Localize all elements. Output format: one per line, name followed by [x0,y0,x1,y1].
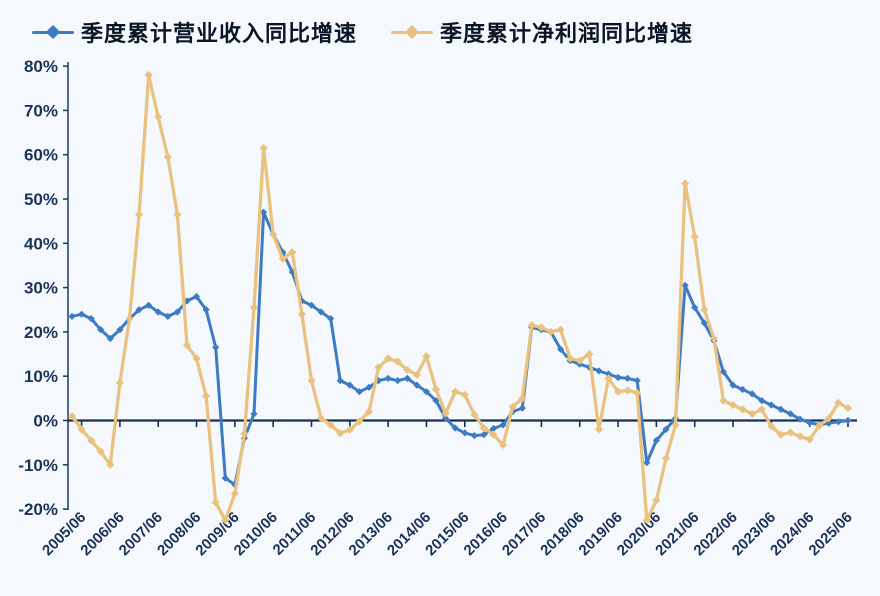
legend-item-revenue: 季度累计营业收入同比增速 [32,16,357,48]
revenue-series-label: 季度累计营业收入同比增速 [81,21,358,46]
y-tick-label: -20% [18,500,58,519]
y-tick-label: 50% [24,190,58,209]
y-tick-label: -10% [18,456,58,475]
y-tick-label: 0% [33,412,58,431]
netprofit-series-label: 季度累计净利润同比增速 [440,21,694,46]
netprofit-series-markers [67,70,853,525]
legend-item-netprofit: 季度累计净利润同比增速 [391,16,693,48]
y-tick-label: 20% [24,323,58,342]
y-tick-label: 70% [24,101,58,120]
y-tick-label: 80% [24,57,58,76]
netprofit-series-line [70,73,850,522]
y-tick-label: 30% [24,279,58,298]
revenue-marker-diamond-icon [45,24,61,40]
revenue-series-line [70,210,850,487]
y-tick-label: 10% [24,367,58,386]
y-tick-label: 40% [24,234,58,253]
revenue-series-marker-icon [32,24,74,40]
chart-legend: 季度累计营业收入同比增速 季度累计净利润同比增速 [32,16,693,48]
netprofit-marker-diamond-icon [404,24,420,40]
revenue-series-markers [68,208,852,489]
netprofit-series-marker-icon [391,24,434,40]
y-tick-label: 60% [24,146,58,165]
